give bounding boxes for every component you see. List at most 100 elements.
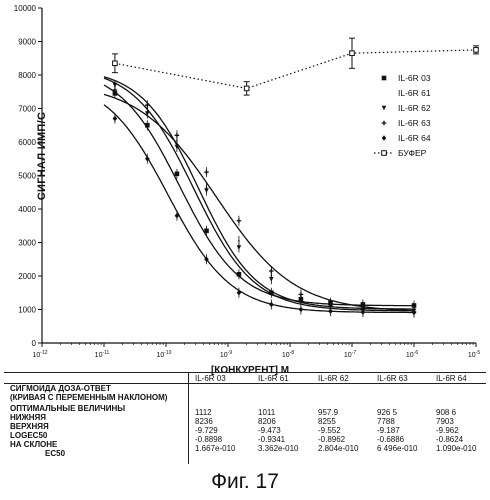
y-tick-label: 9000 — [18, 38, 36, 47]
dose-response-chart: 0 1000 2000 3000 4000 5000 6000 7000 8000 9000 100… — [14, 4, 481, 359]
x-tick-label: 10-7 — [344, 350, 356, 359]
data-point — [473, 47, 479, 53]
data-point — [381, 105, 387, 111]
table-cell: -0.8962 — [318, 435, 346, 444]
data-point — [381, 75, 387, 81]
table-cell: -9.552 — [318, 426, 341, 435]
table-cell: 8206 — [258, 417, 276, 426]
row-label-2: ОПТИМАЛЬНЫЕ ВЕЛИЧИНЫ — [10, 404, 126, 413]
x-tick-label: 10-11 — [95, 350, 110, 359]
y-tick-label: 8000 — [18, 71, 36, 80]
data-point — [145, 111, 150, 116]
y-tick-label: 0 — [32, 339, 37, 348]
data-point — [204, 228, 209, 234]
row-label-5: LOGEC50 — [10, 431, 48, 440]
data-point — [360, 309, 366, 315]
table-cell: -9.473 — [258, 426, 281, 435]
row-label-3: НИЖНЯЯ — [10, 413, 47, 422]
table-cell: 2.804e-010 — [318, 444, 359, 453]
y-tick-label: 6000 — [18, 138, 36, 147]
x-tick-label: 10-6 — [406, 350, 418, 359]
data-point — [174, 171, 180, 177]
data-point — [238, 240, 240, 242]
y-tick-label: 3000 — [18, 239, 36, 248]
data-point — [145, 155, 150, 162]
legend-label: IL-6R 63 — [398, 118, 431, 128]
table-header-rule — [4, 383, 486, 384]
data-point — [298, 306, 304, 313]
table-cell: 908 6 — [436, 408, 457, 417]
data-point — [174, 133, 180, 138]
figure-caption: Фиг. 17 — [211, 470, 279, 493]
table-header: IL-6R 61 — [258, 374, 289, 383]
fit-curve — [103, 77, 415, 312]
legend-label: IL-6R 64 — [398, 133, 431, 143]
data-point — [349, 50, 355, 57]
table-cell: 7788 — [377, 417, 395, 426]
data-point — [145, 122, 150, 128]
data-point — [236, 245, 242, 250]
table-cell: 1.090e-010 — [436, 444, 477, 453]
data-point — [298, 297, 304, 302]
table-cell: -0.8898 — [195, 435, 223, 444]
data-point — [145, 102, 150, 108]
row-label-1: (КРИВАЯ С ПЕРЕМЕННЫМ НАКЛОНОМ) — [10, 393, 168, 402]
data-point — [381, 120, 387, 126]
row-label-7: EC50 — [45, 449, 66, 458]
y-tick-label: 1000 — [18, 306, 36, 315]
row-label-4: ВЕРХНЯЯ — [10, 422, 49, 431]
table-header: IL-6R 63 — [377, 374, 408, 383]
table-top-rule — [4, 372, 486, 373]
table-cell: 957.9 — [318, 408, 339, 417]
table-cell: -0.6886 — [377, 435, 405, 444]
data-point — [236, 272, 242, 277]
x-tick-label: 10-12 — [32, 350, 47, 359]
data-point — [243, 85, 250, 92]
table-cell: -0.9341 — [258, 435, 286, 444]
data-point — [204, 188, 209, 193]
y-tick-label: 10000 — [14, 4, 37, 13]
data-point — [381, 135, 387, 141]
table-cell: -9.729 — [195, 426, 218, 435]
table-cell: 8255 — [318, 417, 336, 426]
data-point — [236, 289, 242, 296]
table-cell: 1011 — [258, 408, 276, 417]
table-cell: 8236 — [195, 417, 213, 426]
data-point — [269, 290, 274, 296]
table-cell: -0.8624 — [436, 435, 464, 444]
x-axis-label: [КОНКУРЕНТ] М — [210, 365, 290, 376]
legend-label: IL-6R 62 — [398, 103, 431, 113]
legend-label: IL-6R 03 — [398, 73, 431, 83]
y-tick-label: 5000 — [18, 172, 36, 181]
table-divider — [188, 372, 189, 464]
table-cell: 1112 — [195, 408, 212, 417]
data-point — [328, 308, 333, 314]
table-header: IL-6R 03 — [195, 374, 226, 383]
table-cell: 3.362e-010 — [258, 444, 299, 453]
table-cell: -9.962 — [436, 426, 459, 435]
row-label-0: СИГМОИДА ДОЗА-ОТВЕТ — [10, 384, 111, 393]
table-header: IL-6R 62 — [318, 374, 349, 383]
y-tick-label: 4000 — [18, 205, 36, 214]
table-header: IL-6R 64 — [436, 374, 467, 383]
data-point — [112, 87, 118, 93]
y-tick-label: 7000 — [18, 105, 36, 114]
data-point — [112, 115, 118, 122]
results-table: СИГМОИДА ДОЗА-ОТВЕТ (КРИВАЯ С ПЕРЕМЕННЫМ… — [0, 372, 490, 472]
data-point — [204, 169, 209, 175]
data-point — [174, 212, 180, 219]
data-point — [269, 301, 274, 308]
data-point — [236, 218, 242, 224]
data-point — [112, 82, 118, 88]
y-tick-label: 2000 — [18, 272, 36, 281]
data-point — [204, 256, 209, 263]
legend-label: IL-6R 61 — [398, 88, 431, 98]
x-tick-label: 10-9 — [220, 350, 232, 359]
data-point — [269, 268, 274, 274]
legend-label: БУФЕР — [398, 148, 427, 158]
x-tick-label: 10-10 — [156, 350, 171, 359]
table-cell: 6 496e-010 — [377, 444, 418, 453]
fit-curve — [103, 93, 415, 312]
table-cell: -9.187 — [377, 426, 400, 435]
table-cell: 1.667e-010 — [195, 444, 236, 453]
